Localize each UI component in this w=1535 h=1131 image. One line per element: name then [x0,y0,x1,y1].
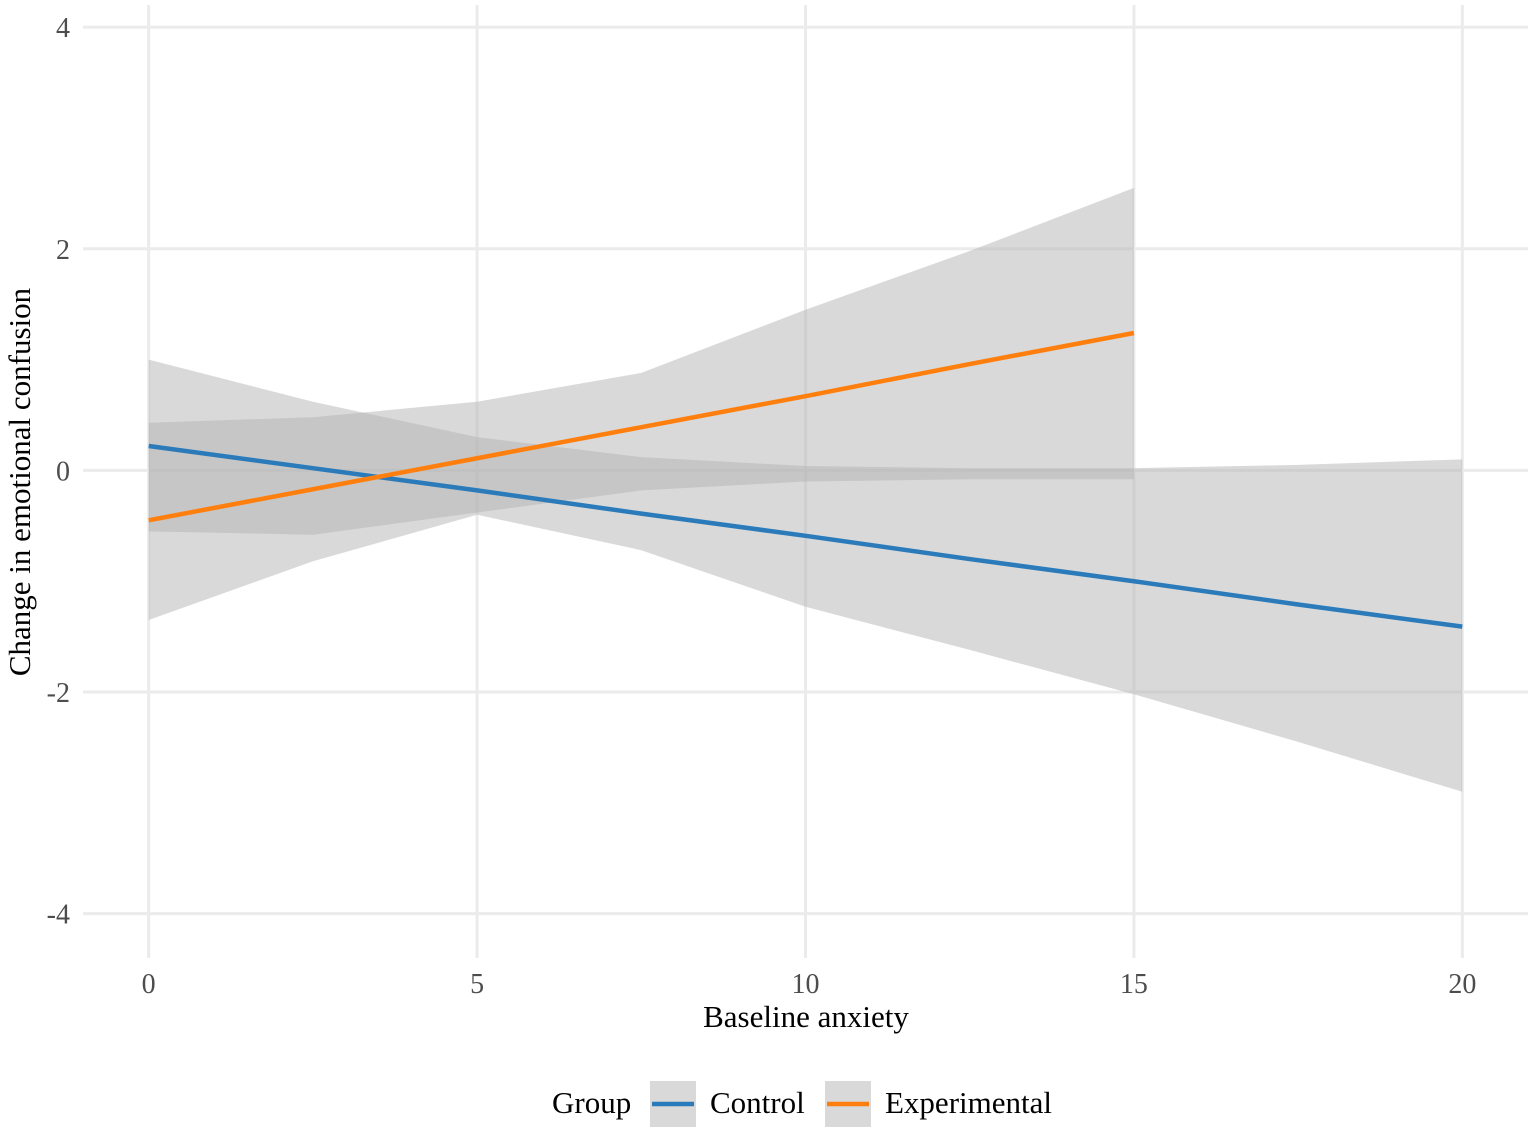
x-tick-label: 5 [470,969,484,1000]
x-tick-label: 20 [1448,969,1476,1000]
legend-label-experimental: Experimental [885,1085,1052,1120]
legend-item-experimental: Experimental [825,1081,1052,1127]
confidence-ribbons [148,187,1463,792]
y-tick-label: -2 [47,678,70,709]
legend-label-control: Control [710,1085,805,1120]
line-experimental [148,330,1135,523]
x-tick-label: 10 [792,969,820,1000]
series-lines [148,330,1463,629]
y-tick-label: 2 [56,235,70,266]
x-axis-title: Baseline anxiety [703,999,909,1034]
line-control [148,443,1463,629]
y-tick-label: 4 [56,13,70,44]
x-tick-label: 15 [1120,969,1148,1000]
y-tick-label: -4 [47,900,70,931]
legend-item-control: Control [650,1081,805,1127]
ribbon-experimental [148,187,1134,535]
legend-title: Group [552,1085,631,1120]
y-axis-title: Change in emotional confusion [2,287,37,676]
x-tick-label: 0 [142,969,156,1000]
y-tick-label: 0 [56,456,70,487]
legend: Group Control Experimental [552,1081,1052,1127]
